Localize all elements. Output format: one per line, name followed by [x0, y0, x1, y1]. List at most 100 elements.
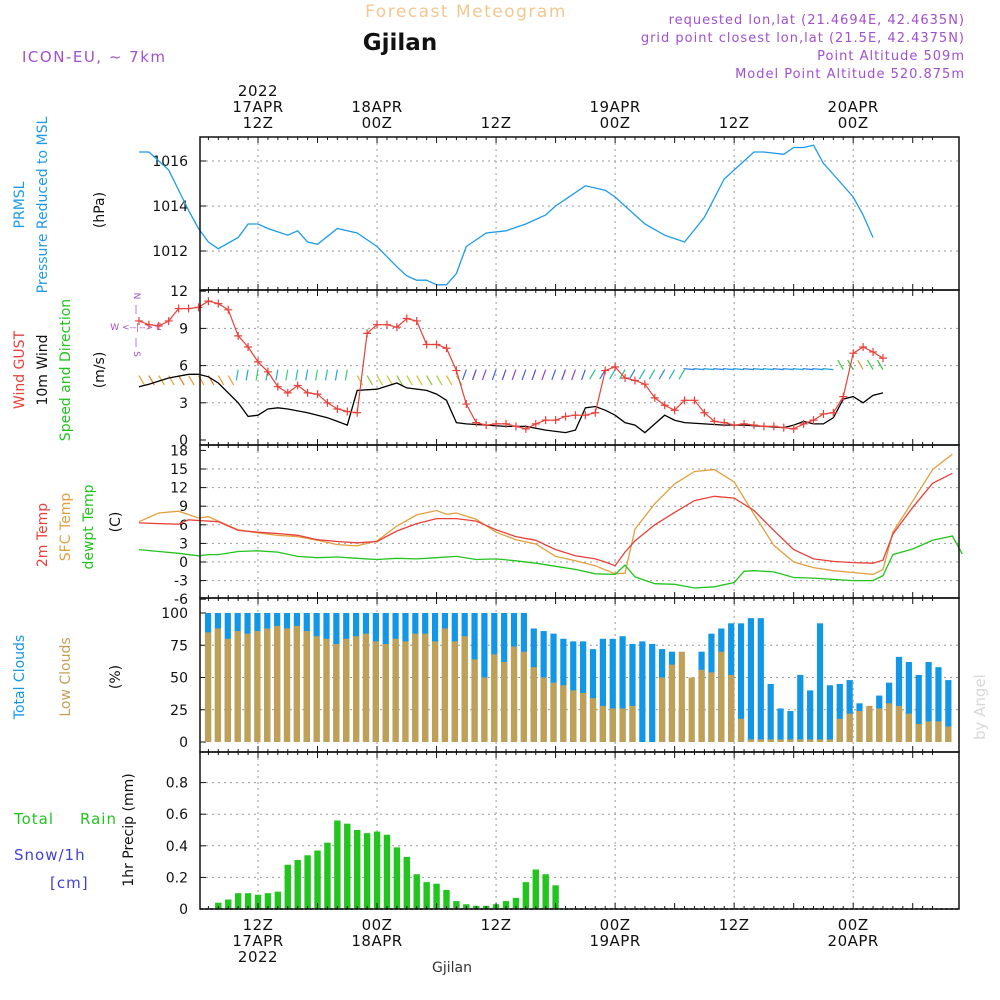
wind-arrow	[703, 368, 715, 371]
wind-arrow	[713, 368, 725, 371]
wind-arrow	[436, 375, 443, 386]
wind-arrow	[683, 368, 695, 371]
temp-unit: (C)	[108, 512, 124, 533]
gust-marker	[720, 418, 729, 427]
wind-y-ticks: 0 3 6 9 12	[170, 284, 206, 449]
location-title: Gjilan	[363, 30, 437, 56]
gust-marker	[313, 390, 322, 399]
time-axis-label: 19APR	[589, 932, 640, 950]
wind-arrow	[723, 368, 735, 371]
low-cloud-bar	[876, 708, 883, 742]
gust-marker	[621, 374, 630, 382]
low-cloud-bar	[708, 672, 715, 742]
gust-marker	[859, 343, 868, 351]
low-cloud-bar	[313, 636, 320, 742]
gust-marker	[789, 424, 798, 433]
low-cloud-bar	[619, 708, 626, 742]
low-cloud-bar	[244, 633, 251, 742]
gust-marker	[373, 320, 382, 329]
wind-gust-markers	[134, 297, 887, 433]
low-cloud-bar	[382, 643, 389, 742]
time-axis-label: 12Z	[481, 114, 512, 132]
rain-bar	[423, 882, 430, 909]
y-tick-label: -3	[174, 574, 188, 590]
y-tick-label: 1016	[152, 154, 188, 170]
low-cloud-bar	[451, 641, 458, 742]
gust-marker	[591, 408, 600, 417]
gust-marker	[462, 400, 471, 409]
gust-marker	[730, 421, 739, 430]
low-cloud-bar	[303, 631, 310, 742]
total-cloud-bar	[816, 623, 824, 742]
time-axis-label: 17APR	[232, 932, 283, 950]
wind-compass: N | W <--|--> E | S	[110, 293, 162, 358]
rain-bar	[393, 847, 401, 909]
wind-arrow	[531, 369, 537, 381]
footer-location: Gjilan	[432, 960, 472, 976]
wind-arrow	[876, 359, 884, 370]
y-tick-label: 0.4	[166, 839, 188, 855]
2m-temp-series-line	[138, 472, 953, 567]
low-cloud-bar	[372, 641, 379, 742]
gust-marker	[194, 303, 203, 312]
clouds-y-ticks: 0 25 50 75 100	[161, 606, 206, 751]
wind-arrow	[812, 368, 824, 371]
total-cloud-bar	[599, 638, 606, 742]
clouds-label-total: Total Clouds	[12, 635, 28, 720]
temp-label-2m: 2m Temp	[35, 503, 51, 567]
y-tick-label: 0	[179, 433, 188, 449]
low-cloud-bar	[688, 677, 695, 742]
total-cloud-bar	[747, 618, 755, 742]
gust-marker	[551, 416, 560, 425]
time-axis-label: 20APR	[828, 932, 879, 950]
gust-marker	[511, 422, 520, 431]
wind-panel: Wind GUST 10m Wind Speed and Direction (…	[12, 284, 887, 449]
rain-bar	[294, 860, 301, 909]
y-tick-label: 0.8	[166, 776, 188, 792]
precip-label-cm: [cm]	[50, 874, 89, 892]
sfc-temp-series-line	[138, 453, 953, 576]
wind-arrow	[416, 375, 423, 386]
low-cloud-bar	[807, 739, 814, 742]
low-cloud-bar	[560, 685, 567, 742]
wind-arrow	[541, 369, 547, 381]
low-cloud-bar	[777, 739, 784, 742]
gust-marker	[452, 366, 461, 375]
wind-arrow	[589, 369, 596, 380]
low-cloud-bar	[886, 703, 893, 742]
y-tick-label: 12	[170, 481, 188, 497]
low-cloud-bar	[797, 739, 804, 742]
precip-label-total: Total	[13, 810, 54, 828]
wind-arrow	[178, 375, 185, 386]
time-axis-label: 00Z	[600, 916, 631, 934]
gust-marker	[531, 419, 540, 428]
total-cloud-bar	[807, 690, 814, 742]
low-cloud-bar	[283, 628, 291, 742]
time-axis-label: 12Z	[243, 916, 274, 934]
low-cloud-bar	[866, 705, 873, 742]
gust-marker	[680, 396, 689, 405]
total-cloud-bar	[609, 638, 616, 742]
grid-lines	[200, 137, 959, 909]
gust-marker	[174, 304, 183, 313]
wind-arrow	[285, 369, 289, 381]
total-cloud-bar	[580, 641, 587, 742]
wind-arrow	[571, 369, 577, 381]
wind-arrow	[461, 369, 467, 381]
time-axis-label: 00Z	[362, 114, 393, 132]
y-tick-label: 1014	[152, 199, 188, 215]
pressure-y-ticks: 1012 1014 1016	[152, 154, 206, 260]
wind-arrow	[245, 369, 249, 381]
total-cloud-bar	[836, 683, 843, 742]
gust-marker	[819, 409, 828, 418]
gust-marker	[412, 316, 421, 325]
precip-label-snow: Snow/1h	[14, 846, 86, 864]
low-cloud-bar	[510, 646, 518, 742]
low-cloud-bar	[392, 638, 399, 742]
wind-arrow	[315, 369, 319, 381]
wind-arrow	[255, 369, 259, 381]
time-axis-label: 2022	[238, 948, 278, 966]
rain-bar	[264, 893, 272, 909]
wind-arrow	[491, 369, 497, 381]
gust-marker	[422, 340, 431, 349]
